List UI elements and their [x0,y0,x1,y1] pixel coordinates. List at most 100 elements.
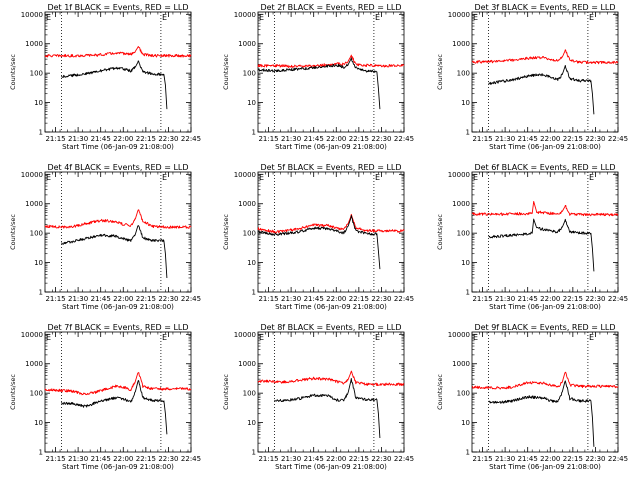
y-axis-label: Counts/sec [9,214,17,250]
y-tick-label: 1000 [238,200,256,208]
x-tick-label: 22:00 [540,295,560,303]
y-tick-label: 10000 [448,171,470,179]
y-tick-label: 1 [252,449,256,457]
x-tick-label: 21:45 [304,455,324,463]
y-tick-label: 100 [457,70,470,78]
corner-mark-left: E [473,333,478,342]
x-tick-label: 22:45 [394,295,414,303]
x-tick-label: 21:30 [68,295,88,303]
y-tick-label: 10000 [448,11,470,19]
corner-mark-left: E [259,173,264,182]
x-tick-label: 22:00 [113,295,133,303]
corner-mark-left: E [46,13,51,22]
panel-det-1: Det 1f BLACK = Events, RED = LLD 1 10 100 10… [9,3,201,151]
x-axis-label: Start Time (06-Jan-09 21:08:00) [62,143,174,151]
x-tick-label: 22:00 [326,455,346,463]
x-tick-label: 21:30 [495,455,515,463]
events-series-line [61,380,168,435]
y-tick-label: 1000 [25,200,43,208]
y-tick-label: 10 [247,259,256,267]
x-tick-label: 22:15 [349,135,369,143]
corner-mark-left: E [473,13,478,22]
corner-mark-right: E [375,13,380,22]
x-axis-label: Start Time (06-Jan-09 21:08:00) [275,303,387,311]
x-tick-label: 22:30 [371,295,391,303]
x-tick-label: 22:00 [113,135,133,143]
panel-title: Det 7f BLACK = Events, RED = LLD [47,323,188,332]
y-tick-label: 1 [39,129,43,137]
x-tick-label: 21:15 [45,135,65,143]
y-tick-label: 10 [247,419,256,427]
lld-series-line [257,370,405,387]
plot-frame [257,11,405,133]
x-tick-label: 22:15 [136,135,156,143]
events-series-line [257,215,381,270]
y-axis-label: Counts/sec [436,54,444,90]
y-tick-label: 100 [457,230,470,238]
corner-mark-left: E [46,333,51,342]
y-tick-label: 1 [466,449,470,457]
x-tick-label: 22:00 [326,295,346,303]
x-tick-label: 22:00 [540,135,560,143]
x-tick-label: 22:15 [136,295,156,303]
x-tick-label: 22:15 [136,455,156,463]
panel-det-3: Det 3f BLACK = Events, RED = LLD 1 10 100 10… [436,3,628,151]
corner-mark-left: E [473,173,478,182]
y-axis-label: Counts/sec [9,374,17,410]
x-tick-label: 22:45 [608,135,628,143]
y-tick-label: 1 [39,449,43,457]
x-tick-label: 21:45 [518,295,538,303]
y-tick-label: 1000 [238,40,256,48]
y-axis-label: Counts/sec [222,374,230,410]
x-tick-label: 22:15 [349,455,369,463]
y-tick-label: 10000 [234,171,256,179]
x-tick-label: 21:45 [91,135,111,143]
events-series-line [61,225,168,279]
y-tick-label: 100 [243,70,256,78]
x-tick-label: 21:45 [91,295,111,303]
y-tick-label: 10 [461,259,470,267]
plot-frame [44,11,192,133]
x-tick-label: 22:45 [608,455,628,463]
events-series-line [488,380,595,447]
x-tick-label: 21:15 [472,295,492,303]
corner-mark-left: E [259,333,264,342]
x-tick-label: 22:15 [563,295,583,303]
x-tick-label: 21:45 [304,295,324,303]
x-tick-label: 21:15 [258,295,278,303]
corner-mark-right: E [162,13,167,22]
x-tick-label: 21:15 [45,455,65,463]
plot-frame [471,331,619,453]
panel-det-8: Det 8f BLACK = Events, RED = LLD 1 10 100 10… [222,323,414,471]
y-tick-label: 1000 [452,360,470,368]
x-axis-label: Start Time (06-Jan-09 21:08:00) [275,463,387,471]
plot-frame [44,331,192,453]
y-axis-label: Counts/sec [222,54,230,90]
y-tick-label: 1000 [238,360,256,368]
y-tick-label: 100 [30,390,43,398]
corner-mark-left: E [259,13,264,22]
x-tick-label: 22:00 [113,455,133,463]
x-tick-label: 22:30 [158,295,178,303]
x-tick-label: 21:15 [45,295,65,303]
y-tick-label: 1000 [25,360,43,368]
x-axis-label: Start Time (06-Jan-09 21:08:00) [62,463,174,471]
x-tick-label: 22:30 [371,455,391,463]
panel-title: Det 6f BLACK = Events, RED = LLD [474,163,615,172]
lld-series-line [44,46,192,58]
x-tick-label: 21:45 [518,455,538,463]
x-tick-label: 21:15 [472,135,492,143]
events-series-line [274,378,381,439]
lld-series-line [257,213,405,234]
x-tick-label: 22:00 [326,135,346,143]
lld-series-line [471,49,619,65]
x-axis-label: Start Time (06-Jan-09 21:08:00) [489,303,601,311]
panel-det-4: Det 4f BLACK = Events, RED = LLD 1 10 100 10… [9,163,201,311]
y-tick-label: 100 [243,390,256,398]
x-tick-label: 21:45 [518,135,538,143]
y-tick-label: 100 [30,230,43,238]
y-tick-label: 10 [461,99,470,107]
events-series-line [257,57,381,110]
lld-series-line [471,200,619,217]
x-tick-label: 21:15 [258,455,278,463]
